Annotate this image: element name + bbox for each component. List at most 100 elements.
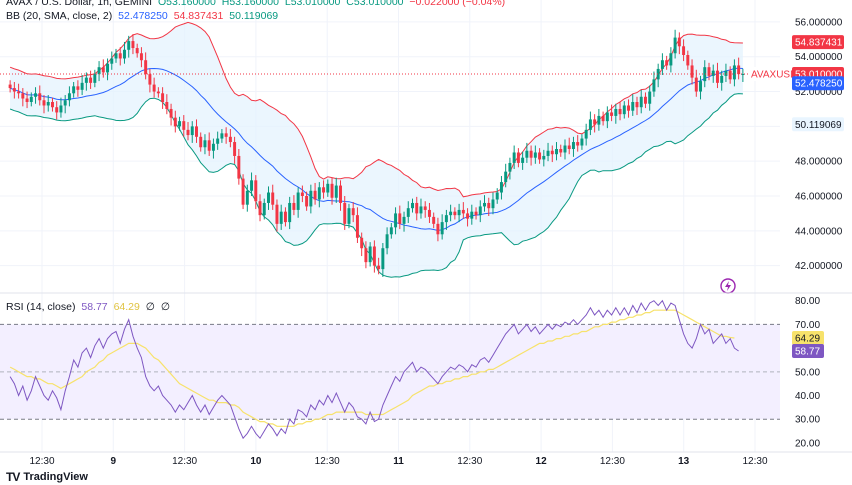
candle-body xyxy=(186,129,190,136)
symbol-tag-text: AVAXUSD xyxy=(751,69,797,80)
candle-body xyxy=(461,209,465,214)
candle-body xyxy=(487,202,491,209)
price-axis-tick: 52.000000 xyxy=(795,87,843,98)
candle-body xyxy=(156,91,160,94)
candle-body xyxy=(89,77,93,83)
ohlc-close: C53.010000 xyxy=(346,0,404,8)
candle-body xyxy=(491,199,495,209)
price-axis-tick: 54.000000 xyxy=(795,52,843,63)
candle-body xyxy=(25,98,29,102)
candle-body xyxy=(516,152,520,163)
candle-body xyxy=(402,216,406,224)
candle-body xyxy=(478,206,482,216)
candle-body xyxy=(571,142,575,149)
rsi-label: RSI (14, close) xyxy=(6,301,76,313)
candle-body xyxy=(677,37,681,47)
candle-body xyxy=(322,187,326,193)
bb-upper-tag-bg xyxy=(792,35,844,50)
candle-body xyxy=(267,192,270,203)
candle-body xyxy=(474,211,478,216)
rsi-empty-2: ∅ xyxy=(160,301,171,313)
candle-body xyxy=(296,192,300,210)
candle-body xyxy=(152,84,156,92)
bb-lower-tag: 50.119069 xyxy=(792,117,844,132)
candle-body xyxy=(521,157,525,163)
candle-body xyxy=(639,96,643,108)
candle-body xyxy=(279,211,283,224)
candle-body xyxy=(334,185,338,198)
candle-body xyxy=(305,196,309,207)
candle-body xyxy=(533,152,537,158)
bb-upper-line xyxy=(9,21,743,198)
candle-body xyxy=(292,202,296,210)
candle-body xyxy=(495,192,499,200)
candle-body xyxy=(368,246,372,263)
candle-body xyxy=(398,213,402,224)
candle-body xyxy=(46,102,50,106)
candle-body xyxy=(59,105,63,113)
candle-body xyxy=(660,60,664,69)
rsi-axis-tick: 30.00 xyxy=(795,415,820,426)
rsi-axis-tick: 20.00 xyxy=(795,438,820,449)
candle-body xyxy=(190,126,194,136)
price-axis-tick: 46.000000 xyxy=(795,192,843,203)
candle-body xyxy=(601,115,605,122)
candle-body xyxy=(699,81,703,92)
candle-body xyxy=(512,152,516,163)
candle-body xyxy=(682,46,686,55)
tradingview-logo[interactable]: TV TradingView xyxy=(6,470,88,484)
candle-body xyxy=(165,102,169,109)
bb-lower-value: 50.119069 xyxy=(229,10,279,22)
candle-body xyxy=(211,143,215,151)
candle-body xyxy=(504,171,508,183)
candle-body xyxy=(118,53,122,59)
rsi-axis-tick: 80.00 xyxy=(795,296,820,307)
ohlc-open: O53.160000 xyxy=(158,0,216,8)
candle-body xyxy=(597,115,601,125)
candle-body xyxy=(411,202,414,209)
candle-body xyxy=(55,107,59,113)
candle-body xyxy=(347,208,351,224)
candle-body xyxy=(453,211,457,216)
candle-body xyxy=(76,86,80,90)
bb-band-fill xyxy=(10,22,743,278)
candle-body xyxy=(610,112,614,116)
time-axis-tick: 12:30 xyxy=(315,456,340,467)
candle-body xyxy=(427,209,431,217)
candle-body xyxy=(415,202,419,214)
candle-body xyxy=(720,75,724,83)
candle-body xyxy=(127,41,131,50)
bb-legend[interactable]: BB (20, SMA, close, 2) 52.478250 54.8374… xyxy=(6,10,281,22)
candle-body xyxy=(643,96,647,104)
candle-body xyxy=(355,215,359,238)
candle-body xyxy=(576,142,580,146)
candle-body xyxy=(309,190,313,207)
candle-body xyxy=(233,142,237,156)
candle-body xyxy=(559,149,563,153)
bb-basis-tag-bg xyxy=(792,76,844,91)
rsi-ma-tag: 64.29 xyxy=(792,330,824,345)
candle-body xyxy=(686,55,690,66)
candle-body xyxy=(593,119,597,125)
rsi-value-tag-text: 58.77 xyxy=(795,347,820,358)
candle-body xyxy=(135,48,139,54)
rsi-legend[interactable]: RSI (14, close) 58.77 64.29 ∅ ∅ xyxy=(6,301,173,313)
candle-body xyxy=(199,136,203,148)
candle-body xyxy=(283,211,287,223)
candle-body xyxy=(195,126,198,137)
candle-body xyxy=(466,213,470,219)
time-axis-tick: 12:30 xyxy=(29,456,54,467)
candle-body xyxy=(690,65,694,78)
rsi-value: 58.77 xyxy=(81,301,108,313)
time-axis-tick: 9 xyxy=(111,456,117,467)
candle-body xyxy=(8,84,12,89)
rsi-axis-tick: 50.00 xyxy=(795,367,820,378)
candle-body xyxy=(665,60,669,66)
candle-body xyxy=(139,53,143,61)
candle-body xyxy=(351,208,355,216)
rsi-ma-tag-text: 64.29 xyxy=(795,333,820,344)
bb-upper-tag: 54.837431 xyxy=(792,35,844,50)
candle-body xyxy=(93,74,97,83)
bb-upper-value: 54.837431 xyxy=(173,10,224,22)
